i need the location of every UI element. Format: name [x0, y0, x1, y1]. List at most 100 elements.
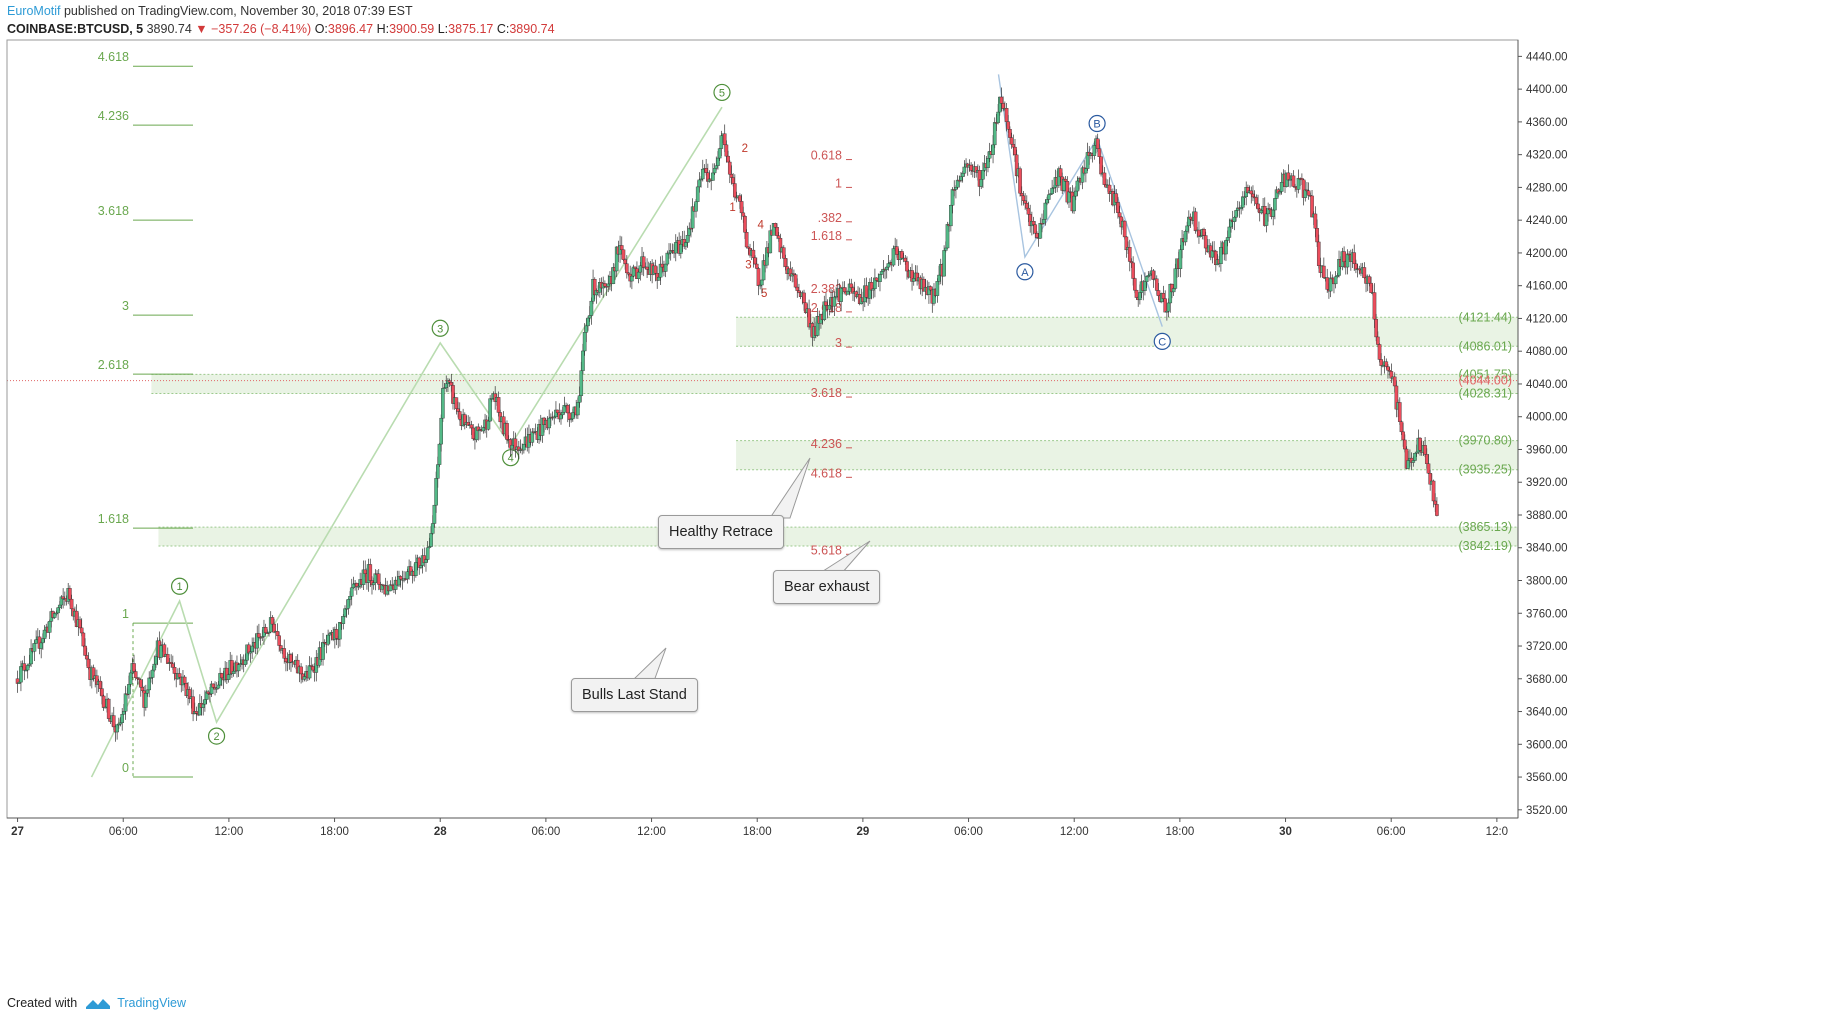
candle-body — [1025, 203, 1029, 209]
fib-left-label: 3 — [122, 299, 129, 313]
candle-body — [419, 565, 423, 568]
y-tick-label: 3520.00 — [1526, 805, 1568, 817]
candle-body — [1075, 180, 1080, 192]
low-label: L: — [437, 22, 449, 36]
y-tick-label: 4440.00 — [1526, 51, 1568, 63]
candle-body — [123, 693, 128, 712]
callout-bear-exhaust: Bear exhaust — [773, 570, 881, 604]
candle-body — [559, 414, 563, 420]
y-tick-label: 4160.00 — [1526, 281, 1568, 293]
candle-body — [1239, 207, 1243, 209]
zone-price-label: (4086.01) — [1458, 339, 1512, 353]
candle-body — [606, 283, 611, 287]
high-label: H: — [376, 22, 390, 36]
candle-body — [717, 148, 722, 159]
candle-body — [1188, 216, 1193, 220]
candle-body — [1011, 144, 1016, 148]
candle-body — [630, 275, 634, 282]
fib-right-label: 1.618 — [811, 229, 842, 243]
author-name[interactable]: EuroMotif — [7, 4, 61, 18]
fib-right-label: 1 — [835, 176, 842, 190]
labels-layer: (4121.44) (4086.01) (4051.75)(4044.00)(402… — [630, 310, 1512, 682]
candle-body — [560, 412, 565, 416]
candle-body — [83, 645, 87, 656]
y-tick-label: 3640.00 — [1526, 707, 1568, 719]
candle-body — [79, 627, 84, 634]
candle-body — [565, 405, 570, 414]
candle-body — [996, 111, 1000, 123]
candle-body — [1328, 277, 1333, 292]
tradingview-brand[interactable]: TradingView — [117, 996, 186, 1010]
candle-body — [441, 388, 445, 419]
candle-body — [1050, 187, 1054, 194]
callout-healthy-retrace: Healthy Retrace — [658, 515, 784, 549]
candle-body — [776, 235, 781, 239]
abc-marker — [1088, 114, 1106, 133]
candle-body — [969, 164, 973, 171]
candle-body — [47, 621, 52, 633]
y-tick-label: 3880.00 — [1526, 510, 1568, 522]
candle-body — [954, 187, 958, 190]
fib-right-label: 0.618 — [811, 149, 842, 163]
candle-body — [1271, 209, 1276, 217]
candle-body — [147, 677, 152, 691]
candle-body — [1345, 253, 1350, 268]
sub-wave-label: 1 — [729, 202, 735, 214]
candle-body — [753, 257, 757, 265]
candle-body — [1097, 148, 1102, 157]
candle-body — [469, 424, 474, 429]
candle-body — [1352, 252, 1357, 265]
tradingview-logo-icon — [86, 999, 111, 1009]
candle-body — [653, 265, 658, 274]
candle-body — [864, 285, 869, 298]
fib-right-label: 3.618 — [811, 386, 842, 400]
abc-marker-label: B — [1093, 119, 1100, 131]
candle-body — [731, 177, 735, 184]
candle-body — [144, 692, 148, 708]
candle-body — [488, 398, 492, 422]
candle-body — [56, 607, 60, 614]
candle-body — [138, 679, 143, 688]
candle-body — [277, 635, 281, 646]
candle-body — [32, 643, 37, 652]
candle-body — [1041, 219, 1046, 224]
zone-price-label: (4051.75) — [1458, 367, 1512, 381]
candle-body — [1129, 261, 1134, 264]
candle-body — [981, 170, 985, 180]
candle-body — [351, 583, 356, 589]
impulse-wave-line — [90, 106, 723, 778]
candle-body — [496, 397, 501, 413]
candle-body — [900, 251, 904, 259]
sub-wave-label: 2 — [742, 143, 748, 155]
candle-body — [1241, 196, 1245, 208]
candle-body — [1322, 265, 1326, 278]
sr-zone — [736, 440, 1518, 470]
candle-body — [1227, 226, 1232, 238]
callout-bulls-last-stand: Bulls Last Stand — [571, 678, 698, 712]
candle-body — [621, 249, 626, 260]
candle-body — [1300, 178, 1304, 181]
candle-body — [219, 673, 224, 679]
candle-body — [1171, 288, 1176, 293]
zone-price-label: (3865.13) — [1458, 520, 1512, 534]
candle-body — [449, 382, 454, 386]
abc-marker — [1153, 332, 1171, 350]
candle-body — [1117, 212, 1122, 218]
y-tick-label: 4120.00 — [1526, 313, 1568, 325]
candle-body — [1013, 146, 1017, 156]
candle-body — [986, 157, 990, 168]
candle-body — [140, 686, 145, 691]
candle-body — [1023, 200, 1027, 204]
candle-body — [751, 249, 756, 258]
candle-body — [1315, 228, 1319, 243]
candle-body — [567, 412, 572, 420]
candle-body — [1403, 439, 1407, 450]
candle-body — [903, 257, 908, 262]
candle-body — [19, 666, 23, 683]
candle-body — [530, 431, 535, 443]
candle-body — [711, 172, 715, 181]
symbol: COINBASE:BTCUSD, 5 — [7, 22, 144, 36]
candle-body — [633, 266, 638, 269]
x-tick-label: 12:0 — [1486, 826, 1508, 838]
